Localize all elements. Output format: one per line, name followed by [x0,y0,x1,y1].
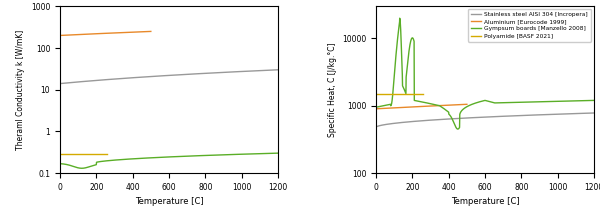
X-axis label: Temperature [C]: Temperature [C] [134,197,203,206]
Y-axis label: Specific Heat, C [J/kg.°C]: Specific Heat, C [J/kg.°C] [328,42,337,137]
X-axis label: Temperature [C]: Temperature [C] [451,197,520,206]
Y-axis label: Theraml Conductivity k [W/mK]: Theraml Conductivity k [W/mK] [16,30,25,150]
Legend: Stainless steel AISI 304 [Incropera], Aluminium [Eurocode 1999], Gympsum boards : Stainless steel AISI 304 [Incropera], Al… [468,9,591,42]
